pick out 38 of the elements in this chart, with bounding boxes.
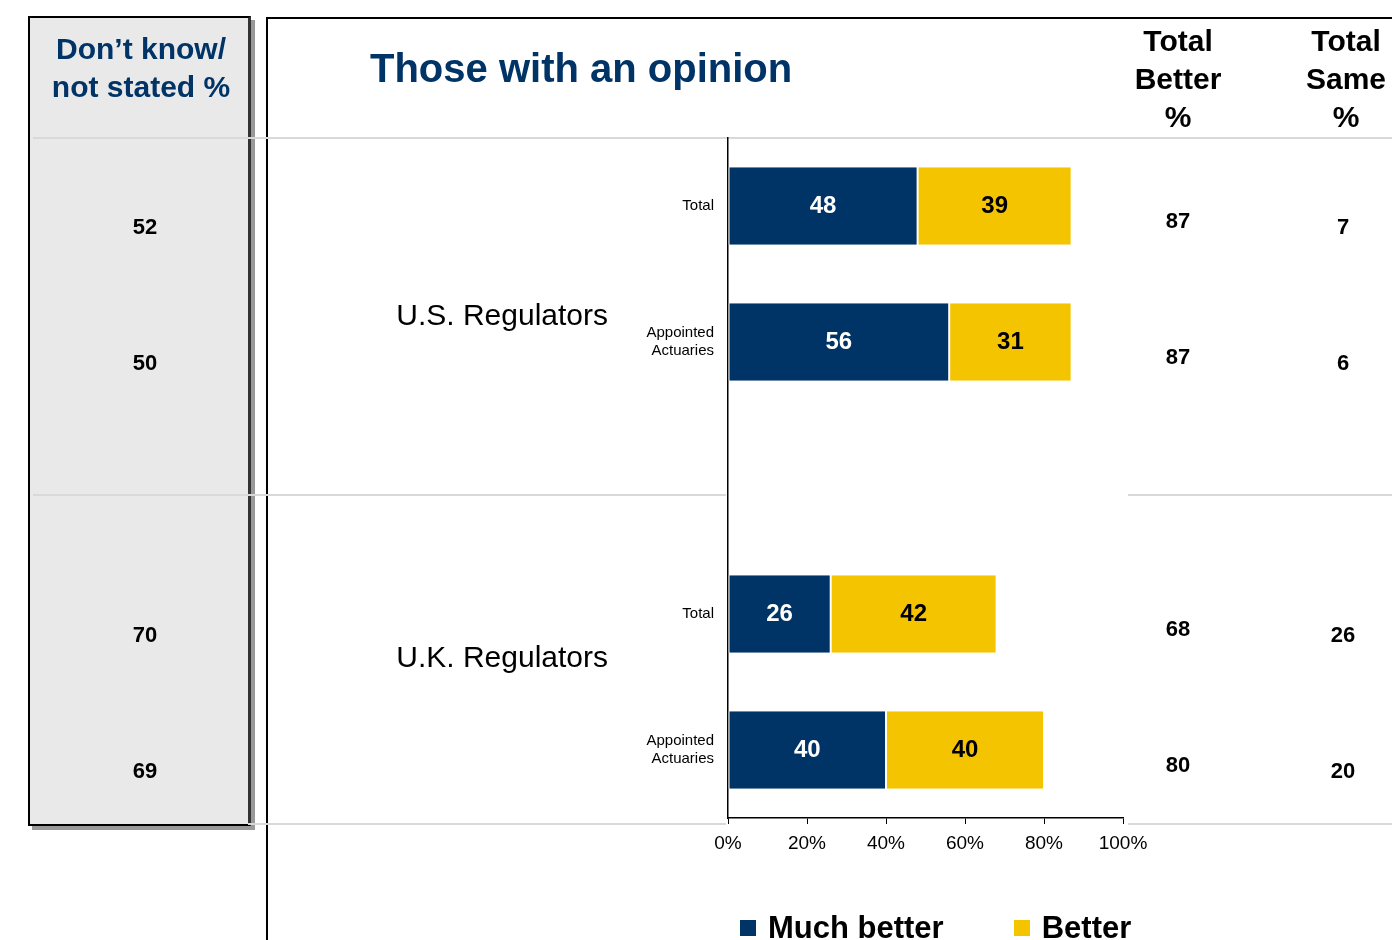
- text: 20: [1329, 758, 1357, 784]
- y-tick-label: Appointed Actuaries: [646, 323, 714, 359]
- text: Don’t know/ not stated %: [50, 31, 232, 105]
- data-label: 48: [809, 190, 837, 218]
- x-tick-label: 80%: [1024, 831, 1064, 853]
- text: 26: [1329, 622, 1357, 648]
- text: 70: [131, 622, 159, 648]
- text: Total Same %: [1304, 23, 1388, 135]
- data-label: 26: [766, 598, 793, 626]
- y-tick-label: Total: [682, 604, 714, 622]
- legend-label: Much better: [768, 910, 944, 940]
- text: U.S. Regulators: [395, 298, 608, 332]
- legend-label: Better: [1041, 910, 1132, 940]
- text: 68: [1164, 616, 1192, 642]
- data-label: 40: [793, 734, 821, 762]
- data-label: 31: [997, 326, 1024, 354]
- text: 52: [131, 214, 159, 240]
- text: 6: [1335, 350, 1351, 376]
- text: 7: [1335, 214, 1351, 240]
- text: 50: [131, 350, 159, 376]
- y-tick-label: Appointed Actuaries: [646, 731, 714, 767]
- data-label: 42: [900, 598, 927, 626]
- text: U.K. Regulators: [395, 640, 608, 674]
- data-label: 39: [981, 190, 1008, 218]
- x-tick-label: 40%: [866, 831, 906, 853]
- x-tick-label: 60%: [945, 831, 985, 853]
- text: 80: [1164, 752, 1192, 778]
- x-tick-label: 20%: [787, 831, 827, 853]
- text: 87: [1164, 208, 1192, 234]
- x-tick-label: 0%: [714, 831, 742, 853]
- chart-title: Those with an opinion: [370, 46, 793, 91]
- text: 87: [1164, 344, 1192, 370]
- text: Total Better %: [1133, 23, 1223, 135]
- y-tick-label: Total: [682, 196, 714, 214]
- x-tick-label: 100%: [1098, 831, 1148, 853]
- data-label: 40: [951, 734, 979, 762]
- text: 69: [131, 758, 159, 784]
- data-label: 56: [825, 326, 853, 354]
